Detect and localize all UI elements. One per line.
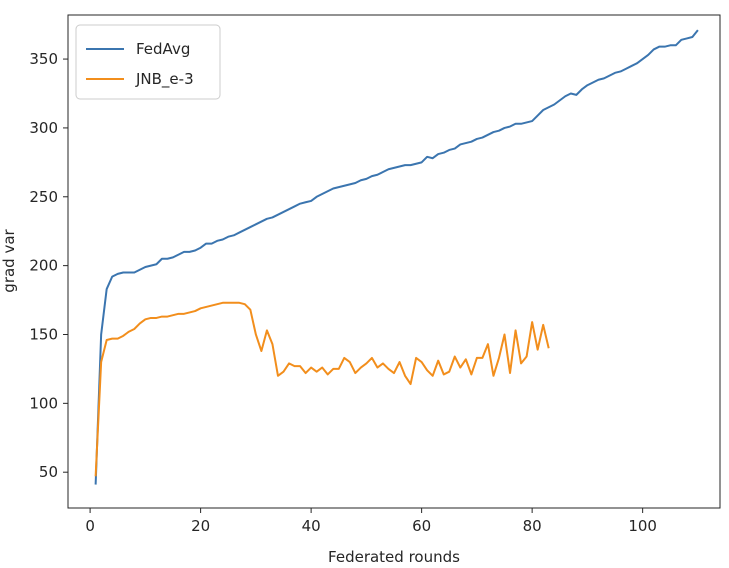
x-tick-label: 20 (191, 517, 210, 535)
x-axis: 0 20 40 60 80 100 (85, 508, 657, 535)
legend-label-jnb: JNB_e-3 (135, 70, 194, 89)
x-tick-label: 100 (628, 517, 657, 535)
y-tick-label: 150 (29, 325, 58, 343)
legend: FedAvg JNB_e-3 (75, 24, 221, 100)
y-axis-label: grad var (0, 228, 18, 292)
y-tick-label: 200 (29, 257, 58, 275)
series-line-jnb-e-3 (94, 301, 550, 477)
y-tick-label: 300 (29, 119, 58, 137)
x-tick-label: 60 (412, 517, 431, 535)
x-tick-label: 80 (523, 517, 542, 535)
x-axis-label: Federated rounds (328, 548, 460, 566)
legend-label-fedavg: FedAvg (136, 40, 190, 58)
x-tick-label: 0 (85, 517, 95, 535)
x-tick-label: 40 (302, 517, 321, 535)
y-tick-label: 50 (39, 463, 58, 481)
legend-box (75, 24, 221, 100)
y-tick-label: 350 (29, 50, 58, 68)
y-axis: 50 100 150 200 250 300 350 (29, 50, 68, 481)
series-layer (94, 29, 699, 485)
plot-frame (67, 14, 721, 509)
series-line-fedavg (94, 29, 699, 485)
y-tick-label: 100 (29, 394, 58, 412)
y-tick-label: 250 (29, 188, 58, 206)
